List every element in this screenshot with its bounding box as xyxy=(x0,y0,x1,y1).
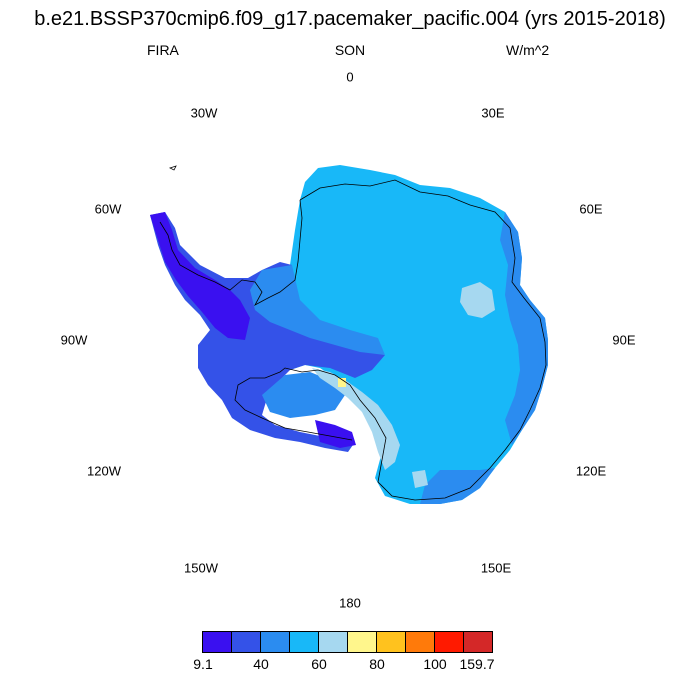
warm-anomaly-cell xyxy=(338,378,346,387)
lon-label-30w: 30W xyxy=(190,105,218,121)
variable-label: FIRA xyxy=(147,42,179,58)
colorbar-box xyxy=(231,631,261,653)
lon-label-180: 180 xyxy=(339,595,361,611)
coastline xyxy=(234,179,547,501)
colorbar-box xyxy=(202,631,232,653)
east-antarctica-field xyxy=(280,165,548,504)
colorbar-tick-label: 9.1 xyxy=(193,656,213,672)
peninsula-coastline xyxy=(159,199,303,306)
south-light-patch xyxy=(412,470,428,488)
ross-mid-band xyxy=(262,372,345,418)
colorbar-tick-label: 60 xyxy=(311,656,327,672)
colorbar-box xyxy=(260,631,290,653)
mid-blue-band xyxy=(250,265,385,355)
colorbar-box xyxy=(318,631,348,653)
ross-ice-shelf-light xyxy=(312,368,400,470)
lon-label-90e: 90E xyxy=(612,332,636,348)
colorbar xyxy=(202,631,493,653)
lon-label-90w: 90W xyxy=(60,332,88,348)
colorbar-box xyxy=(289,631,319,653)
lon-label-150w: 150W xyxy=(184,560,218,576)
lon-label-120w: 120W xyxy=(87,463,121,479)
interior-light-patch xyxy=(460,282,495,318)
coast-dark-region xyxy=(315,420,356,448)
plot-title: b.e21.BSSP370cmip6.f09_g17.pacemaker_pac… xyxy=(34,8,666,30)
lon-label-60e: 60E xyxy=(579,201,603,217)
island-outline xyxy=(168,165,177,171)
colorbar-box xyxy=(405,631,435,653)
colorbar-tick-label: 40 xyxy=(253,656,269,672)
west-antarctica-field xyxy=(150,212,385,452)
season-label: SON xyxy=(334,42,366,58)
units-label: W/m^2 xyxy=(506,42,550,58)
colorbar-tick-label: 80 xyxy=(369,656,385,672)
south-mid-band xyxy=(420,468,495,504)
lon-label-0: 0 xyxy=(346,69,354,85)
east-coast-mid-band xyxy=(500,212,548,445)
colorbar-tick-label: 100 xyxy=(423,656,447,672)
colorbar-box xyxy=(434,631,464,653)
colorbar-tick-label: 159.7 xyxy=(459,656,495,672)
lon-label-120e: 120E xyxy=(575,463,607,479)
lon-label-150e: 150E xyxy=(480,560,512,576)
colorbar-box xyxy=(347,631,377,653)
colorbar-box xyxy=(463,631,493,653)
lon-label-60w: 60W xyxy=(94,201,122,217)
lon-label-30e: 30E xyxy=(481,105,505,121)
colorbar-box xyxy=(376,631,406,653)
